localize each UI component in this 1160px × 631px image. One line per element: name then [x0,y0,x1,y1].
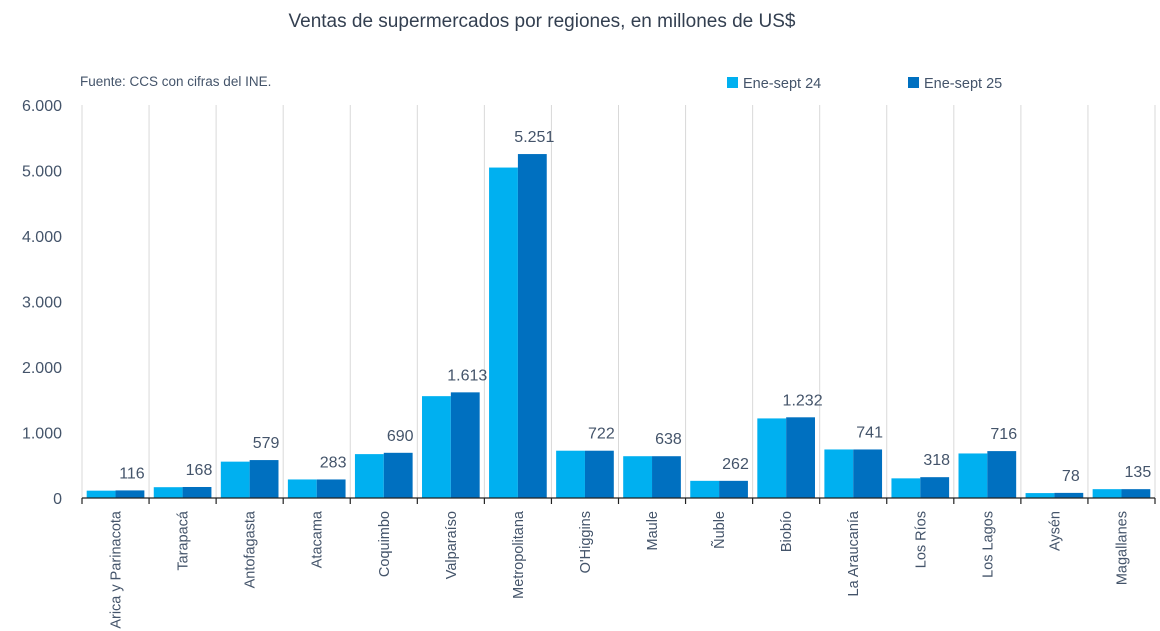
bar-2024 [824,449,854,498]
y-tick-label: 5.000 [22,164,62,181]
bars [86,154,1151,499]
bar-2025 [1054,492,1084,498]
grid-lines [81,105,1156,498]
bar-2024 [220,461,250,498]
data-label: 741 [856,424,883,441]
data-label: 168 [186,462,213,479]
bar-2024 [489,167,518,499]
x-tick-label: Aysén [1047,511,1063,551]
bar-2024 [354,454,384,498]
bar-2024 [422,396,451,498]
y-tick-label: 2.000 [22,360,62,377]
bar-2025 [987,451,1017,498]
bar-2025 [182,486,212,498]
legend-label-2024: Ene-sept 24 [743,76,821,92]
x-tick-label: Magallanes [1114,511,1130,585]
chart-title: Ventas de supermercados por regiones, en… [289,11,796,32]
data-label: 318 [923,452,950,469]
x-tick-label: Metropolitana [511,510,527,599]
bar-2025 [584,450,614,498]
data-label: 1.613 [447,367,487,384]
data-label: 283 [320,454,347,471]
x-tick-label: Biobío [779,511,795,552]
legend-swatch-2025 [908,77,919,88]
data-label: 262 [722,456,749,473]
x-tick-label: Tarapacá [176,510,192,571]
x-tick-label: Valparaíso [444,511,460,579]
bar-2024 [153,487,183,498]
bar-2024 [287,479,317,498]
bar-2025 [450,392,480,498]
legend-swatch-2024 [727,77,738,88]
bar-2025 [1121,489,1151,498]
data-labels: 116 168 579 283 690 1.613 5.251 722 638 262 1.232 7… [119,129,1151,485]
bar-2024 [757,418,787,498]
data-label: 116 [119,465,145,482]
bar-2025 [652,456,681,498]
x-tick-label: Atacama [310,510,326,568]
bar-2025 [249,460,279,498]
bar-2025 [786,417,815,498]
bar-2025 [316,479,346,498]
bar-2024 [556,450,585,498]
x-tick-label: La Araucanía [846,510,862,596]
bar-2025 [383,452,413,498]
bar-2024 [623,456,653,498]
x-tick-label: Los Lagos [980,511,996,578]
y-axis: 0 1.000 2.000 3.000 4.000 5.000 6.000 [22,98,62,508]
x-tick-label: Maule [645,511,661,551]
x-tick-label: Los Ríos [913,511,929,568]
legend-label-2025: Ene-sept 25 [924,76,1002,92]
bar-2024 [86,490,116,498]
data-label: 638 [655,431,682,448]
legend: Ene-sept 24 Ene-sept 25 [727,76,1002,92]
data-label: 579 [253,435,280,452]
x-tick-label: Antofagasta [243,510,259,588]
bar-2024 [690,480,720,498]
x-tick-label: O'Higgins [578,511,594,573]
bar-2024 [891,478,921,498]
source-note: Fuente: CCS con cifras del INE. [80,74,271,89]
data-label: 78 [1062,468,1080,485]
x-tick-label: Arica y Parinacota [109,510,125,629]
bar-2025 [719,480,748,498]
bar-2025 [115,490,145,498]
x-tick-label: Coquimbo [377,511,393,577]
y-tick-label: 6.000 [22,98,62,115]
data-label: 716 [990,426,1017,443]
bar-2024 [958,453,988,498]
y-tick-label: 0 [53,491,62,508]
x-tick-label: Ñuble [711,511,728,549]
data-label: 690 [387,428,414,445]
bar-2024 [1092,489,1122,498]
y-tick-label: 4.000 [22,229,62,246]
data-label: 135 [1125,464,1152,481]
bar-2025 [853,449,883,498]
bar-2025 [920,477,950,498]
data-label: 722 [588,426,615,443]
data-label: 5.251 [514,129,554,146]
y-tick-label: 3.000 [22,295,62,312]
bar-2024 [1025,493,1055,498]
data-label: 1.232 [783,392,823,409]
bar-2025 [517,154,547,498]
x-axis: Arica y Parinacota Tarapacá Antofagasta Ata… [81,497,1156,629]
y-tick-label: 1.000 [22,426,62,443]
